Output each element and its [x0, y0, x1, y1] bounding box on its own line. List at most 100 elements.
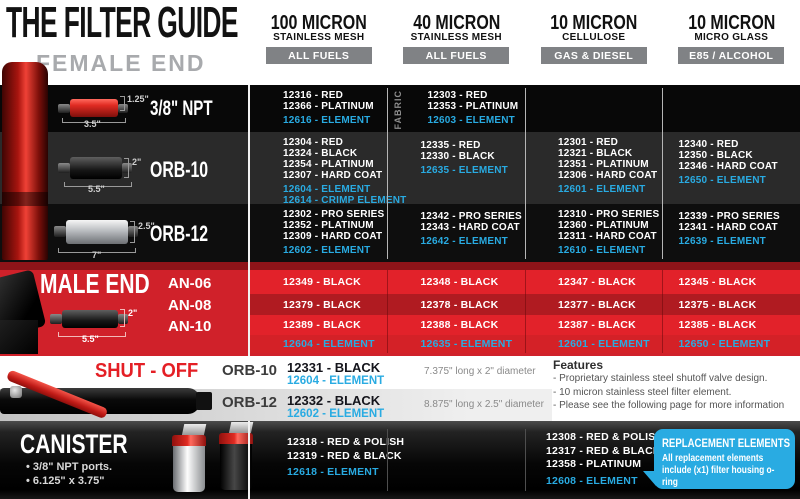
- fuel-badge: E85 / ALCOHOL: [678, 47, 785, 64]
- part-number: 12342 - PRO SERIES: [420, 211, 522, 222]
- shutoff-orb-12-element: 12602 - ELEMENT: [287, 408, 385, 420]
- cell-10-micron-cellulose-element: 12601 - ELEMENT: [558, 338, 650, 350]
- cell-100-micron: 12379 - BLACK: [283, 298, 361, 311]
- cell-100-micron: 12318 - RED & POLISH 12319 - RED & BLACK …: [287, 436, 404, 478]
- dim-height: 2": [132, 157, 142, 167]
- part-number: 12317 - RED & BLACK: [546, 444, 661, 457]
- column-divider: [662, 88, 663, 259]
- fabric-note: FABRIC: [392, 90, 403, 130]
- part-number: 12604 - ELEMENT: [283, 184, 371, 195]
- cell-10-micron-cellulose: 12387 - BLACK: [558, 319, 636, 331]
- part-number: 12340 - RED: [678, 139, 739, 150]
- features-title: Features: [553, 358, 604, 372]
- media-type: STAINLESS MESH: [273, 32, 365, 43]
- part-number: 12306 - HARD COAT: [558, 170, 658, 181]
- part-number: 12358 - PLATINUM: [546, 458, 642, 470]
- shutoff-orb-10-element: 12604 - ELEMENT: [287, 375, 385, 387]
- male-end-label: MALE END: [40, 268, 150, 299]
- feature-item: - Proprietary stainless steel shutoff va…: [553, 373, 768, 384]
- column-divider: [525, 429, 526, 491]
- column-headers: 100 MICRON STAINLESS MESH ALL FUELS 40 M…: [250, 12, 800, 64]
- row-label: ORB-10: [150, 157, 209, 182]
- part-number: 12352 - PLATINUM: [283, 220, 374, 231]
- canister-bullet: • 6.125" x 3.75": [26, 475, 105, 487]
- part-number: 12339 - PRO SERIES: [678, 211, 780, 222]
- cell-10-micron-cellulose: 12377 - BLACK: [558, 298, 636, 311]
- part-number: 12639 - ELEMENT: [678, 236, 766, 247]
- part-number: 12311 - HARD COAT: [558, 231, 657, 242]
- shutoff-orb-10-part: 12331 - BLACK: [287, 360, 381, 375]
- micron-rating: 40 MICRON: [412, 12, 500, 34]
- part-number: 12304 - RED: [283, 137, 344, 148]
- cell-10-micron-cellulose: 12347 - BLACK: [558, 276, 636, 288]
- shutoff-orb-12-part: 12332 - BLACK: [287, 393, 381, 408]
- cell-10-micron-cellulose: 12310 - PRO SERIES 12360 - PLATINUM 12311 …: [525, 204, 663, 262]
- dim-length: 5.5": [82, 334, 99, 344]
- part-number: 12614 - CRIMP ELEMENT: [283, 195, 407, 206]
- feature-item: - 10 micron stainless steel filter eleme…: [553, 386, 732, 398]
- cell-40-micron: 12378 - BLACK: [420, 298, 499, 311]
- part-number: 12303 - RED: [427, 90, 488, 101]
- part-number: 12635 - ELEMENT: [420, 165, 508, 176]
- cell-100-micron: 12302 - PRO SERIES 12352 - PLATINUM 12309 …: [250, 204, 388, 262]
- cell-100-micron-element: 12604 - ELEMENT: [283, 338, 375, 350]
- an-06-label: AN-06: [168, 275, 212, 292]
- fuel-pump-photo: [2, 62, 48, 260]
- an-10-label: AN-10: [168, 318, 212, 335]
- shutoff-valve-pivot: [10, 386, 22, 398]
- column-divider: [525, 88, 526, 259]
- shutoff-valve-outlet: [196, 392, 212, 410]
- cell-40-micron: 12335 - RED 12330 - BLACK 12635 - ELEMENT: [388, 132, 526, 204]
- media-type: CELLULOSE: [562, 32, 626, 43]
- part-number: 12309 - HARD COAT: [283, 231, 383, 242]
- dim-length: 3.5": [84, 119, 101, 129]
- dim-height: 2.5": [138, 221, 155, 231]
- part-number: 12319 - RED & BLACK: [287, 449, 402, 462]
- part-number: 12302 - PRO SERIES: [283, 209, 385, 220]
- part-number: 12608 - ELEMENT: [546, 474, 638, 487]
- cell-10-micron-micro-glass: 12385 - BLACK: [678, 319, 757, 331]
- cell-10-micron-micro-glass: [663, 85, 800, 132]
- row-npt: 1.25" 3.5" 3/8" NPT 12316 - RED 12366 - P…: [0, 85, 800, 132]
- cell-40-micron-element: 12635 - ELEMENT: [420, 338, 513, 350]
- part-number: 12601 - ELEMENT: [558, 184, 646, 195]
- canister-bullet: • 3/8" NPT ports.: [26, 461, 113, 473]
- replacement-elements-title: REPLACEMENT ELEMENTS: [662, 436, 791, 450]
- page-title: THE FILTER GUIDE: [6, 0, 239, 47]
- column-divider: [387, 270, 388, 353]
- male-end-table: MALE END AN-06 AN-08 AN-10 2" 5.5" 12349…: [0, 262, 800, 356]
- dim-height: 2": [128, 308, 138, 318]
- shutoff-orb-10-label: ORB-10: [222, 362, 278, 379]
- cell-10-micron-cellulose: 12301 - RED 12321 - BLACK 12351 - PLATINUM…: [525, 132, 663, 204]
- cell-40-micron: 12348 - BLACK: [420, 276, 499, 288]
- row-orb-12: 2.5" 7" ORB-12 12302 - PRO SERIES 12352 -…: [0, 204, 800, 262]
- media-type: STAINLESS MESH: [410, 32, 502, 43]
- part-number: 12603 - ELEMENT: [427, 115, 515, 126]
- column-divider: [525, 270, 526, 353]
- column-divider: [387, 429, 388, 491]
- shut-off-label: SHUT - OFF: [95, 360, 199, 382]
- part-number: 12616 - ELEMENT: [283, 115, 371, 126]
- part-number: 12318 - RED & POLISH: [287, 436, 405, 448]
- row-label: ORB-12: [150, 221, 209, 246]
- part-number: 12343 - HARD COAT: [420, 222, 520, 233]
- an-08-label: AN-08: [168, 297, 212, 314]
- female-end-table: 1.25" 3.5" 3/8" NPT 12316 - RED 12366 - P…: [0, 85, 800, 262]
- column-header-100-micron: 100 MICRON STAINLESS MESH ALL FUELS: [250, 12, 388, 64]
- part-number: 12650 - ELEMENT: [678, 175, 766, 186]
- part-number: 12321 - BLACK: [558, 148, 633, 159]
- part-number: 12642 - ELEMENT: [420, 236, 508, 247]
- part-number: 12354 - PLATINUM: [283, 159, 374, 170]
- column-header-10-micron-cellulose: 10 MICRON CELLULOSE GAS & DIESEL: [525, 12, 663, 64]
- part-number: 12366 - PLATINUM: [283, 101, 374, 112]
- cell-10-micron-micro-glass-element: 12650 - ELEMENT: [678, 338, 771, 350]
- features-block: Features - Proprietary stainless steel s…: [553, 358, 793, 413]
- fuel-badge: ALL FUELS: [403, 47, 510, 64]
- cell-10-micron-micro-glass: 12345 - BLACK: [678, 276, 757, 288]
- dim-length: 7": [92, 250, 102, 260]
- part-number: 12350 - BLACK: [678, 150, 753, 161]
- cell-40-micron: 12388 - BLACK: [420, 319, 499, 331]
- part-number: 12335 - RED: [420, 140, 481, 151]
- cell-100-micron: 12316 - RED 12366 - PLATINUM 12616 - ELEM…: [250, 85, 388, 132]
